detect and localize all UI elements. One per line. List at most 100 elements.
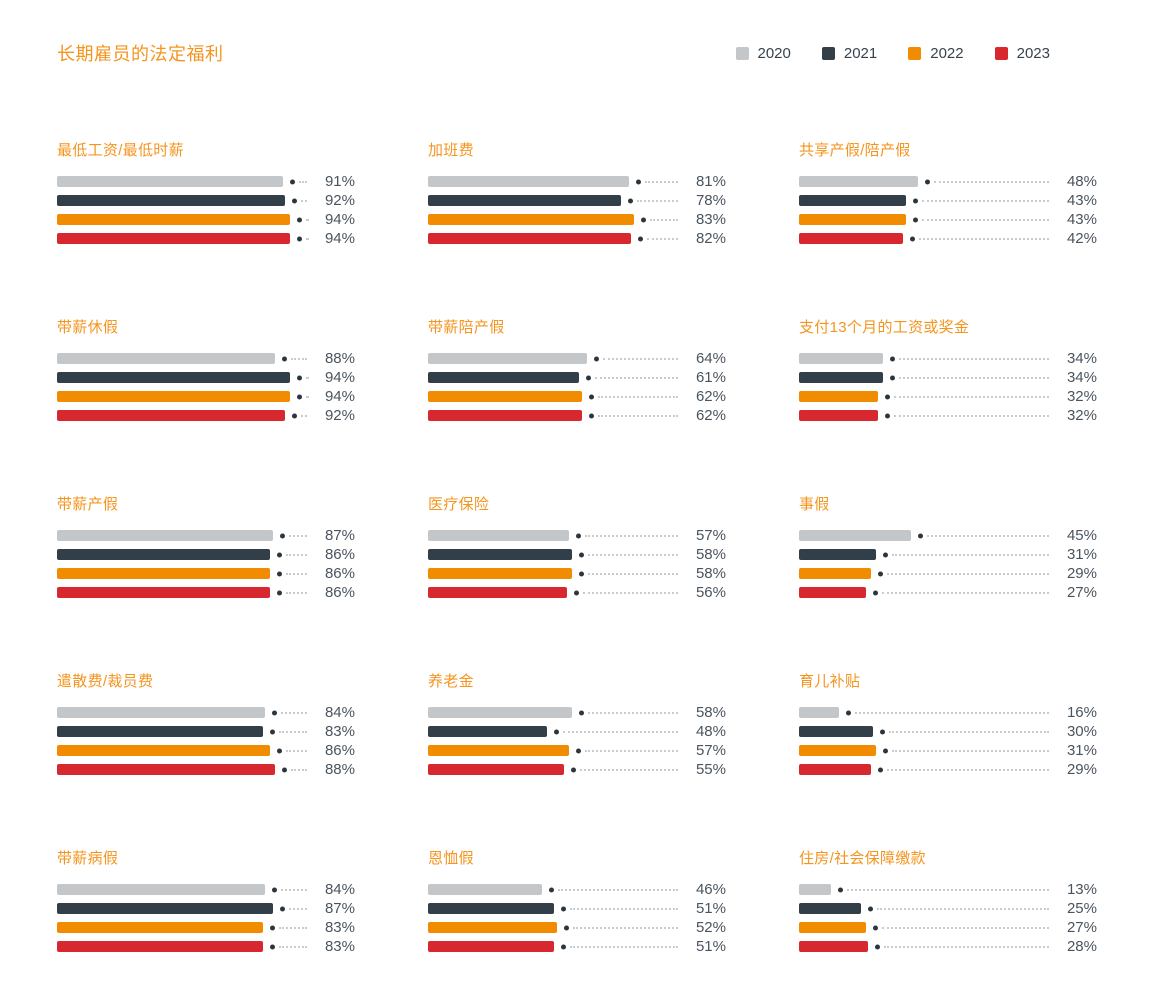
value-label: 83% — [324, 919, 355, 936]
bar-2021[interactable] — [428, 726, 548, 737]
bar-2020[interactable] — [428, 707, 572, 718]
leader-line — [649, 218, 678, 221]
bar-2021[interactable] — [799, 726, 874, 737]
leader-line — [585, 534, 678, 537]
bar-2022[interactable] — [799, 745, 876, 756]
bar-2022[interactable] — [799, 214, 906, 225]
legend-color-chip — [735, 46, 749, 60]
bar-2021[interactable] — [799, 549, 876, 560]
leader-line — [288, 907, 307, 910]
bar-rows: 46% 51% 52% 51% — [428, 881, 726, 955]
bar-2020[interactable] — [57, 353, 276, 364]
bar-track — [799, 707, 1049, 718]
bar-end-dot — [885, 413, 891, 418]
legend-year-label: 2020 — [757, 44, 791, 62]
value-label: 32% — [1066, 388, 1097, 405]
legend-item-2020[interactable]: 2020 — [735, 44, 791, 62]
leader-line — [572, 926, 678, 929]
bar-2021[interactable] — [57, 372, 291, 383]
bar-2020[interactable] — [799, 353, 884, 364]
legend-color-chip — [994, 46, 1008, 60]
bar-row: 94% — [57, 369, 355, 386]
bar-2022[interactable] — [57, 568, 271, 579]
bar-2021[interactable] — [428, 903, 555, 914]
bar-2022[interactable] — [57, 922, 263, 933]
bar-2023[interactable] — [428, 587, 567, 598]
bar-2022[interactable] — [428, 922, 557, 933]
bar-row: 87% — [57, 527, 355, 544]
bar-2021[interactable] — [57, 903, 273, 914]
bar-track — [799, 884, 1049, 895]
bar-2021[interactable] — [57, 549, 271, 560]
leader-line — [921, 218, 1049, 221]
bar-2021[interactable] — [428, 549, 572, 560]
bar-end-dot — [912, 217, 918, 222]
bar-2020[interactable] — [428, 884, 543, 895]
bar-track — [428, 176, 678, 187]
bar-end-dot — [588, 394, 594, 399]
bar-track — [799, 530, 1049, 541]
bar-end-dot — [868, 906, 873, 911]
bar-2021[interactable] — [799, 372, 884, 383]
bar-2020[interactable] — [428, 176, 629, 187]
leader-line — [877, 907, 1049, 910]
bar-2021[interactable] — [799, 195, 906, 206]
bar-2023[interactable] — [799, 764, 871, 775]
bar-end-dot — [578, 571, 584, 576]
bar-2022[interactable] — [428, 745, 570, 756]
bar-2022[interactable] — [799, 568, 871, 579]
bar-row: 83% — [428, 211, 726, 228]
bar-2020[interactable] — [799, 176, 919, 187]
leader-line — [881, 926, 1049, 929]
bar-2023[interactable] — [428, 233, 632, 244]
bar-2021[interactable] — [57, 726, 263, 737]
bar-2022[interactable] — [428, 214, 634, 225]
bar-2022[interactable] — [428, 568, 572, 579]
bar-2020[interactable] — [428, 530, 570, 541]
bar-2022[interactable] — [57, 391, 291, 402]
bar-2022[interactable] — [57, 214, 291, 225]
bar-2021[interactable] — [428, 195, 622, 206]
bar-2022[interactable] — [428, 391, 582, 402]
bar-end-dot — [269, 944, 275, 949]
bar-end-dot — [561, 944, 567, 949]
bar-track — [57, 549, 307, 560]
bar-2023[interactable] — [799, 587, 866, 598]
bar-2023[interactable] — [57, 587, 271, 598]
bar-2020[interactable] — [799, 707, 839, 718]
bar-2023[interactable] — [428, 764, 565, 775]
bar-2023[interactable] — [57, 941, 263, 952]
legend-item-2021[interactable]: 2021 — [821, 45, 877, 62]
bar-2020[interactable] — [57, 884, 266, 895]
panel-title: 遣散费/裁员费 — [57, 673, 154, 690]
bar-2020[interactable] — [428, 353, 587, 364]
bar-2020[interactable] — [799, 884, 832, 895]
bar-2021[interactable] — [799, 903, 861, 914]
bar-2021[interactable] — [57, 195, 286, 206]
bar-2023[interactable] — [799, 410, 879, 421]
legend-item-2022[interactable]: 2022 — [908, 45, 964, 62]
legend-item-2023[interactable]: 2023 — [994, 45, 1050, 62]
bar-2023[interactable] — [428, 941, 555, 952]
bar-2023[interactable] — [799, 941, 869, 952]
bar-2020[interactable] — [57, 176, 283, 187]
bar-2020[interactable] — [799, 530, 911, 541]
bar-2023[interactable] — [799, 233, 904, 244]
value-label: 86% — [324, 584, 355, 601]
header: 长期雇员的法定福利 2020 2021 2022 2023 — [57, 40, 1102, 66]
bar-2023[interactable] — [57, 764, 276, 775]
bar-2021[interactable] — [428, 372, 580, 383]
bar-2023[interactable] — [428, 410, 582, 421]
value-label: 58% — [695, 546, 726, 563]
bar-2023[interactable] — [57, 233, 291, 244]
bar-2023[interactable] — [57, 410, 286, 421]
bar-2020[interactable] — [57, 707, 266, 718]
value-label: 57% — [695, 527, 726, 544]
bar-track — [799, 549, 1049, 560]
bar-2020[interactable] — [57, 530, 273, 541]
bar-track — [799, 195, 1049, 206]
bar-2022[interactable] — [57, 745, 271, 756]
bar-2022[interactable] — [799, 391, 879, 402]
bar-2022[interactable] — [799, 922, 866, 933]
value-label: 51% — [695, 938, 726, 955]
